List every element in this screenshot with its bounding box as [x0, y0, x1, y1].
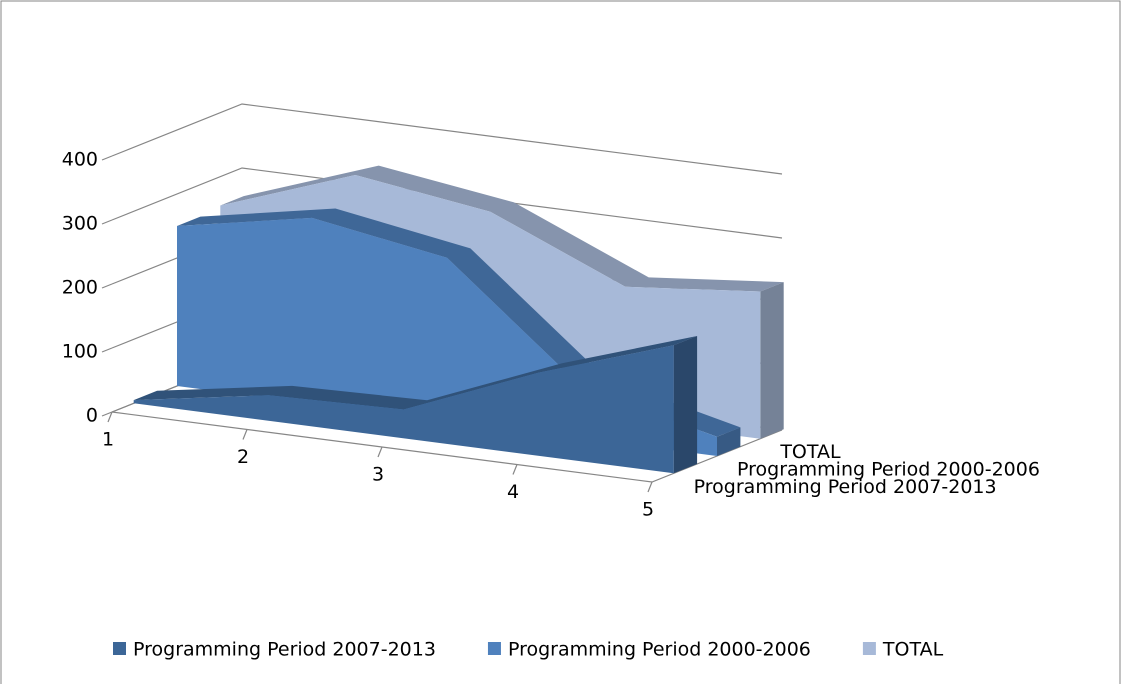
area-side: [673, 336, 698, 474]
x-tick-label: 5: [642, 499, 654, 521]
depth-label: Programming Period 2000-2006: [737, 459, 1040, 481]
y-tick-label: 300: [62, 213, 98, 235]
area: [133, 345, 674, 474]
legend-label: Programming Period 2000-2006: [508, 639, 811, 661]
legend-swatch: [487, 642, 501, 655]
x-tick-label: 3: [372, 464, 384, 486]
legend-label: Programming Period 2007-2013: [133, 639, 436, 661]
x-tick-label: 1: [102, 429, 114, 451]
grid-line: [111, 167, 783, 239]
area-top: [133, 336, 698, 410]
y-tick: [101, 347, 113, 353]
area-side: [760, 282, 784, 439]
depth-label: Programming Period 2007-2013: [694, 476, 997, 498]
depth-label: TOTAL: [779, 441, 841, 463]
area-side: [717, 427, 741, 456]
legend-swatch: [862, 642, 876, 655]
x-tick-label: 2: [237, 446, 249, 468]
x-tick-label: 4: [507, 481, 519, 503]
y-tick-label: 400: [62, 149, 98, 171]
grid-line: [111, 103, 783, 175]
x-tick: [512, 464, 518, 475]
y-tick: [101, 155, 113, 161]
x-tick: [107, 411, 113, 423]
y-tick: [101, 411, 113, 417]
y-tick-label: 100: [62, 341, 98, 363]
x-tick: [647, 481, 653, 493]
y-tick-label: 200: [62, 277, 98, 299]
y-tick-label: 0: [86, 405, 98, 427]
x-tick: [377, 446, 383, 458]
y-tick: [101, 219, 113, 225]
y-tick: [101, 283, 113, 289]
legend-label: TOTAL: [882, 639, 944, 661]
legend-swatch: [113, 642, 126, 655]
x-tick: [242, 429, 248, 440]
